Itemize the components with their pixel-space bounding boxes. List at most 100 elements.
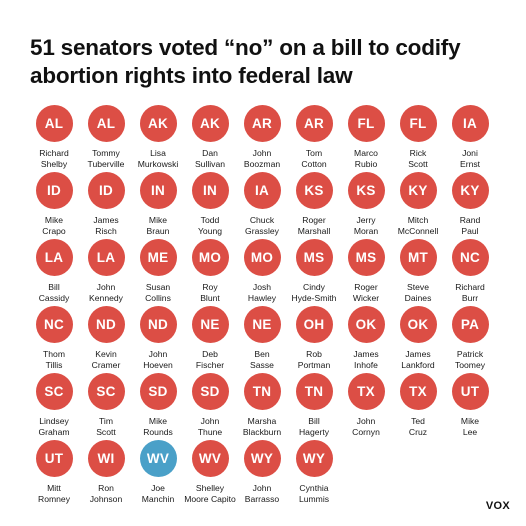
senator-first-name: Cindy <box>303 282 325 292</box>
senator-last-name: Hagerty <box>298 427 330 437</box>
state-badge: MO <box>243 239 281 276</box>
senator-card: AK Dan Sullivan <box>184 105 236 172</box>
state-badge: SC <box>35 373 73 410</box>
senator-name: John Cornyn <box>335 416 397 438</box>
state-badge: WI <box>87 440 125 477</box>
senator-name: Tommy Tuberville <box>75 148 137 170</box>
senator-card: MS Roger Wicker <box>340 239 392 306</box>
state-badge: IA <box>243 172 281 209</box>
senator-last-name: Manchin <box>141 494 175 504</box>
senator-name: John Kennedy <box>75 282 137 304</box>
senator-card: UT Mike Lee <box>444 373 496 440</box>
senator-name: James Inhofe <box>335 349 397 371</box>
senator-last-name: Risch <box>95 226 117 236</box>
senator-card: FL Rick Scott <box>392 105 444 172</box>
page-title: 51 senators voted “no” on a bill to codi… <box>30 35 461 88</box>
senator-first-name: Kevin <box>95 349 117 359</box>
senator-name: Todd Young <box>179 215 241 237</box>
senator-first-name: Deb <box>202 349 218 359</box>
senator-last-name: Scott <box>96 427 116 437</box>
senator-card: ME Susan Collins <box>132 239 184 306</box>
senator-last-name: Johnson <box>89 494 123 504</box>
senator-first-name: Roger <box>302 215 326 225</box>
state-badge: KS <box>295 172 333 209</box>
state-badge: ND <box>87 306 125 343</box>
senator-first-name: John <box>356 416 376 426</box>
senator-first-name: Rand <box>459 215 481 225</box>
state-badge: AR <box>295 105 333 142</box>
senator-card: ID Mike Crapo <box>28 172 80 239</box>
state-badge: MO <box>191 239 229 276</box>
senator-last-name: Sasse <box>250 360 274 370</box>
senator-first-name: Bill <box>48 282 60 292</box>
state-badge: ME <box>139 239 177 276</box>
senator-first-name: Chuck <box>249 215 275 225</box>
senator-first-name: Roger <box>354 282 378 292</box>
state-badge: WV <box>139 440 177 477</box>
senator-last-name: Murkowski <box>137 159 179 169</box>
senator-first-name: Tom <box>305 148 323 158</box>
senator-last-name: Hawley <box>247 293 277 303</box>
senator-card: WI Ron Johnson <box>80 440 132 507</box>
senator-name: Cindy Hyde-Smith <box>283 282 345 304</box>
senator-card: MS Cindy Hyde-Smith <box>288 239 340 306</box>
state-badge: TN <box>243 373 281 410</box>
senator-first-name: Mitt <box>47 483 61 493</box>
state-badge: OH <box>295 306 333 343</box>
senator-first-name: Steve <box>407 282 429 292</box>
senator-name: Marco Rubio <box>335 148 397 170</box>
senator-first-name: Tommy <box>92 148 120 158</box>
state-badge: FL <box>399 105 437 142</box>
senator-last-name: Lankford <box>401 360 435 370</box>
senator-card: WY John Barrasso <box>236 440 288 507</box>
senator-last-name: Kennedy <box>89 293 123 303</box>
senator-last-name: Toomey <box>454 360 486 370</box>
state-badge: TX <box>399 373 437 410</box>
senator-last-name: Thune <box>197 427 223 437</box>
state-badge: UT <box>451 373 489 410</box>
senator-last-name: Inhofe <box>354 360 378 370</box>
state-badge: AK <box>139 105 177 142</box>
senator-last-name: Scott <box>408 159 428 169</box>
senator-last-name: Moran <box>353 226 379 236</box>
senator-first-name: James <box>93 215 119 225</box>
senator-first-name: Cynthia <box>299 483 329 493</box>
senator-name: Joni Ernst <box>439 148 501 170</box>
senator-last-name: Cotton <box>301 159 327 169</box>
senator-first-name: Lisa <box>150 148 166 158</box>
senator-card: KY Mitch McConnell <box>392 172 444 239</box>
senator-first-name: Ron <box>98 483 114 493</box>
senator-last-name: Cramer <box>91 360 121 370</box>
senator-name: Susan Collins <box>127 282 189 304</box>
senator-last-name: Moore Capito <box>184 494 236 504</box>
senator-last-name: Fischer <box>195 360 225 370</box>
vox-logo: VOX <box>485 500 510 512</box>
senator-name: Rick Scott <box>387 148 449 170</box>
senator-name: Bill Hagerty <box>283 416 345 438</box>
state-badge: KY <box>451 172 489 209</box>
senator-last-name: Young <box>197 226 223 236</box>
state-badge: AL <box>87 105 125 142</box>
state-badge: WV <box>191 440 229 477</box>
senator-last-name: Grassley <box>245 226 279 236</box>
senator-card: NE Ben Sasse <box>236 306 288 373</box>
senator-name: Ben Sasse <box>231 349 293 371</box>
senator-name: Mike Lee <box>439 416 501 438</box>
senator-card: MO Josh Hawley <box>236 239 288 306</box>
senator-card: OK James Inhofe <box>340 306 392 373</box>
senator-name: Mike Rounds <box>127 416 189 438</box>
senator-first-name: James <box>353 349 379 359</box>
state-badge: ND <box>139 306 177 343</box>
senator-card: SD Mike Rounds <box>132 373 184 440</box>
senator-first-name: Marsha <box>247 416 277 426</box>
senator-name: Mike Crapo <box>23 215 85 237</box>
state-badge: NE <box>191 306 229 343</box>
state-badge: ID <box>87 172 125 209</box>
senator-name: Steve Daines <box>387 282 449 304</box>
senator-name: Josh Hawley <box>231 282 293 304</box>
senator-card: TN Bill Hagerty <box>288 373 340 440</box>
senator-first-name: Joni <box>462 148 478 158</box>
senator-last-name: Portman <box>297 360 331 370</box>
senator-last-name: Shelby <box>40 159 68 169</box>
senator-first-name: Roy <box>202 282 218 292</box>
